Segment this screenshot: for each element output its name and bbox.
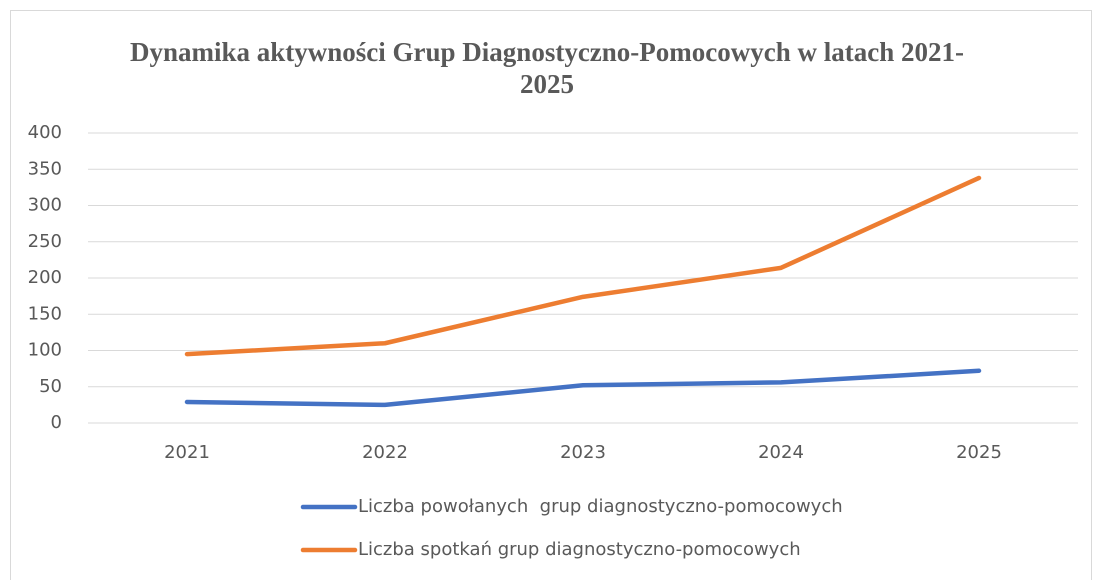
- x-tick-label: 2022: [362, 442, 408, 463]
- series-line: [184, 175, 982, 357]
- x-tick-label: 2025: [956, 442, 1002, 463]
- y-tick-label: 50: [39, 376, 62, 397]
- legend-label: Liczba powołanych grup diagnostyczno-pom…: [358, 496, 843, 517]
- series-line: [184, 368, 982, 408]
- chart-title: Dynamika aktywności Grup Diagnostyczno-P…: [130, 37, 964, 99]
- x-tick-label: 2024: [758, 442, 804, 463]
- y-tick-label: 150: [28, 303, 62, 324]
- legend-label: Liczba spotkań grup diagnostyczno-pomoco…: [358, 539, 801, 560]
- y-tick-label: 200: [28, 267, 62, 288]
- y-tick-label: 0: [51, 412, 62, 433]
- y-tick-label: 100: [28, 340, 62, 361]
- chart-border: [10, 10, 1092, 580]
- y-tick-label: 400: [28, 122, 62, 143]
- x-tick-label: 2021: [164, 442, 210, 463]
- y-tick-label: 300: [28, 195, 62, 216]
- y-tick-label: 250: [28, 231, 62, 252]
- x-tick-label: 2023: [560, 442, 606, 463]
- y-tick-label: 350: [28, 158, 62, 179]
